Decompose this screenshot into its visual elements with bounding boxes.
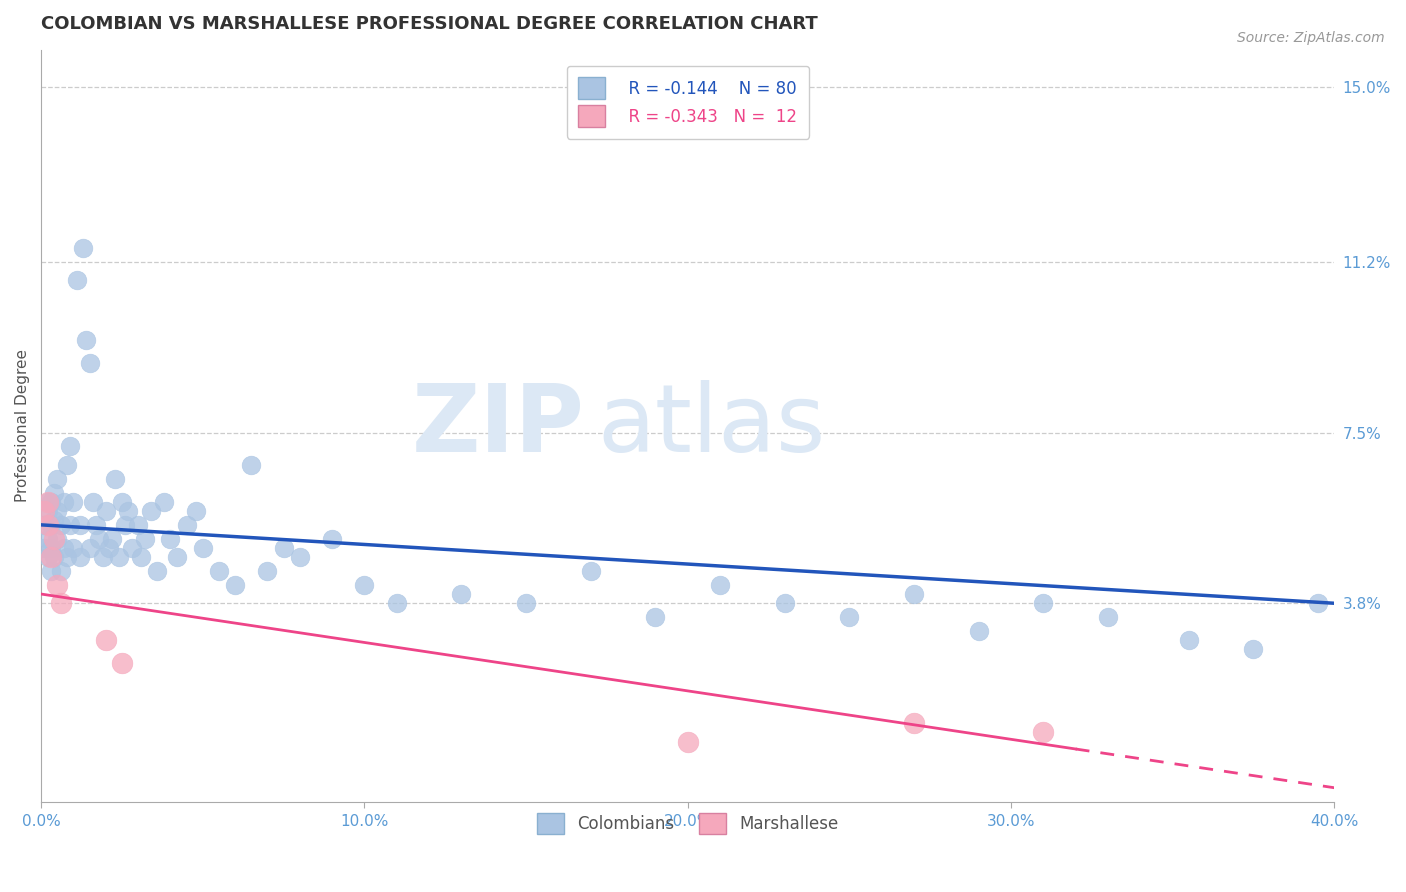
Point: [37, 495, 59, 509]
Legend: Colombians, Marshallese: Colombians, Marshallese: [526, 801, 851, 846]
Point: [139, 504, 162, 518]
Point: [34, 504, 56, 518]
Point: [66, 273, 89, 287]
Y-axis label: Professional Degree: Professional Degree: [15, 349, 30, 502]
Point: [37, 517, 59, 532]
Point: [34, 541, 56, 555]
Point: [114, 517, 136, 532]
Point: [79, 541, 101, 555]
Point: [75, 334, 97, 348]
Point: [49, 596, 72, 610]
Point: [94, 633, 117, 648]
Point: [39, 517, 62, 532]
Point: [94, 504, 117, 518]
Text: Source: ZipAtlas.com: Source: ZipAtlas.com: [1237, 31, 1385, 45]
Point: [46, 504, 69, 518]
Point: [46, 578, 69, 592]
Point: [903, 716, 925, 731]
Point: [176, 517, 198, 532]
Point: [709, 578, 731, 592]
Point: [1243, 642, 1265, 657]
Point: [676, 734, 699, 748]
Point: [1097, 610, 1119, 624]
Point: [37, 532, 59, 546]
Point: [39, 564, 62, 578]
Point: [450, 587, 472, 601]
Point: [89, 532, 111, 546]
Point: [91, 550, 114, 565]
Point: [79, 356, 101, 370]
Point: [101, 532, 124, 546]
Point: [321, 532, 343, 546]
Point: [186, 504, 208, 518]
Point: [37, 504, 59, 518]
Point: [1032, 596, 1054, 610]
Point: [34, 517, 56, 532]
Point: [159, 532, 181, 546]
Point: [111, 495, 134, 509]
Point: [146, 564, 169, 578]
Point: [98, 541, 121, 555]
Point: [69, 550, 91, 565]
Point: [838, 610, 860, 624]
Point: [134, 532, 156, 546]
Point: [37, 550, 59, 565]
Point: [49, 517, 72, 532]
Point: [967, 624, 990, 638]
Point: [153, 495, 176, 509]
Point: [191, 541, 214, 555]
Point: [62, 495, 84, 509]
Point: [39, 541, 62, 555]
Point: [104, 472, 127, 486]
Point: [46, 472, 69, 486]
Point: [42, 550, 65, 565]
Point: [1308, 596, 1330, 610]
Point: [56, 550, 79, 565]
Point: [42, 513, 65, 527]
Point: [39, 550, 62, 565]
Point: [131, 550, 153, 565]
Point: [385, 596, 408, 610]
Point: [1032, 725, 1054, 739]
Point: [121, 541, 143, 555]
Point: [69, 517, 91, 532]
Point: [82, 495, 104, 509]
Point: [84, 517, 107, 532]
Text: ZIP: ZIP: [412, 380, 585, 472]
Point: [59, 440, 82, 454]
Point: [42, 485, 65, 500]
Point: [903, 587, 925, 601]
Point: [644, 610, 666, 624]
Point: [256, 564, 278, 578]
Point: [1178, 633, 1201, 648]
Point: [117, 504, 139, 518]
Point: [59, 517, 82, 532]
Point: [579, 564, 602, 578]
Point: [273, 541, 295, 555]
Point: [46, 532, 69, 546]
Point: [39, 495, 62, 509]
Text: COLOMBIAN VS MARSHALLESE PROFESSIONAL DEGREE CORRELATION CHART: COLOMBIAN VS MARSHALLESE PROFESSIONAL DE…: [41, 15, 818, 33]
Text: atlas: atlas: [598, 380, 825, 472]
Point: [52, 495, 75, 509]
Point: [49, 564, 72, 578]
Point: [111, 657, 134, 671]
Point: [208, 564, 231, 578]
Point: [166, 550, 188, 565]
Point: [72, 241, 94, 255]
Point: [52, 541, 75, 555]
Point: [288, 550, 311, 565]
Point: [56, 458, 79, 472]
Point: [127, 517, 149, 532]
Point: [515, 596, 537, 610]
Point: [62, 541, 84, 555]
Point: [224, 578, 246, 592]
Point: [42, 532, 65, 546]
Point: [37, 495, 59, 509]
Point: [773, 596, 796, 610]
Point: [353, 578, 375, 592]
Point: [107, 550, 129, 565]
Point: [240, 458, 263, 472]
